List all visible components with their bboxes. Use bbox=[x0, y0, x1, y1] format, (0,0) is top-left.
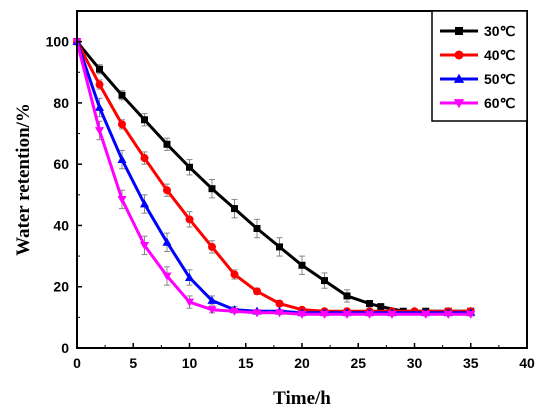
legend-label: 30℃ bbox=[484, 23, 516, 39]
data-point bbox=[208, 242, 216, 251]
data-point bbox=[366, 300, 373, 308]
plot-area bbox=[72, 37, 476, 319]
data-point bbox=[443, 310, 453, 319]
data-point bbox=[297, 310, 307, 319]
legend-marker bbox=[454, 50, 464, 60]
data-point bbox=[140, 154, 149, 163]
data-point bbox=[321, 277, 328, 285]
data-point bbox=[319, 310, 330, 319]
data-point bbox=[94, 127, 105, 136]
series-2 bbox=[73, 37, 475, 316]
series-line bbox=[75, 40, 471, 313]
x-tick-label: 20 bbox=[294, 355, 310, 371]
series-line bbox=[75, 41, 471, 316]
legend-entry: 40℃ bbox=[440, 47, 516, 63]
data-point bbox=[163, 186, 171, 195]
data-point bbox=[141, 116, 148, 124]
legend-marker bbox=[453, 99, 465, 109]
data-point bbox=[298, 261, 306, 269]
y-tick-label: 20 bbox=[53, 279, 69, 295]
data-point bbox=[117, 155, 127, 163]
x-tick-label: 0 bbox=[73, 355, 81, 371]
x-tick-label: 5 bbox=[129, 355, 137, 371]
y-tick-label: 80 bbox=[53, 95, 69, 111]
data-point bbox=[387, 310, 397, 319]
legend-entry: 30℃ bbox=[440, 23, 516, 39]
x-axis-title: Time/h bbox=[273, 388, 331, 409]
legend-label: 60℃ bbox=[484, 95, 516, 111]
y-tick-label: 0 bbox=[61, 340, 69, 356]
data-point bbox=[139, 199, 150, 208]
data-point bbox=[207, 295, 217, 304]
x-tick-label: 35 bbox=[463, 355, 479, 371]
axes: 0 5 10 15 20 25 30 35 40 0 20 40 60 80 100 bbox=[46, 10, 535, 371]
series-line bbox=[75, 41, 471, 315]
data-point bbox=[95, 80, 104, 89]
data-point bbox=[96, 65, 103, 73]
series-4 bbox=[72, 38, 476, 319]
data-point bbox=[276, 243, 283, 251]
data-point bbox=[162, 237, 172, 246]
legend-label: 40℃ bbox=[484, 47, 516, 63]
data-point bbox=[364, 310, 375, 319]
data-point bbox=[186, 163, 193, 171]
legend-label: 50℃ bbox=[484, 71, 516, 87]
data-point bbox=[94, 102, 105, 111]
x-tick-label: 40 bbox=[519, 355, 535, 371]
series-line bbox=[75, 40, 471, 313]
data-point bbox=[118, 91, 126, 99]
series-3 bbox=[72, 37, 476, 317]
data-point bbox=[230, 270, 239, 279]
data-point bbox=[231, 205, 238, 213]
data-point bbox=[466, 310, 476, 319]
y-tick-label: 100 bbox=[46, 34, 70, 50]
data-point bbox=[207, 306, 217, 315]
data-point bbox=[117, 196, 127, 204]
x-tick-label: 15 bbox=[238, 355, 254, 371]
data-point bbox=[163, 140, 171, 148]
x-tick-label: 10 bbox=[182, 355, 198, 371]
data-point bbox=[253, 287, 261, 296]
data-point bbox=[342, 310, 352, 319]
data-point bbox=[274, 309, 285, 318]
series-1 bbox=[73, 38, 475, 315]
data-point bbox=[275, 299, 284, 308]
data-point bbox=[184, 298, 195, 307]
y-tick-label: 40 bbox=[53, 217, 69, 233]
y-tick-label: 60 bbox=[53, 156, 69, 172]
data-point bbox=[253, 225, 261, 233]
data-point bbox=[252, 309, 262, 318]
legend-marker bbox=[453, 73, 465, 83]
x-tick-label: 30 bbox=[407, 355, 423, 371]
legend-entry: 60℃ bbox=[440, 95, 516, 111]
legend-entry: 50℃ bbox=[440, 71, 516, 87]
data-point bbox=[229, 307, 240, 316]
data-point bbox=[208, 185, 216, 193]
data-point bbox=[118, 120, 126, 129]
data-point bbox=[421, 310, 431, 319]
data-point bbox=[185, 215, 194, 224]
data-point bbox=[139, 241, 150, 250]
data-point bbox=[377, 303, 385, 311]
legend-marker bbox=[455, 27, 463, 35]
y-axis-title: Water retention/% bbox=[13, 103, 34, 256]
data-point bbox=[343, 292, 351, 300]
legend: 30℃ 40℃ 50℃ 60℃ bbox=[431, 10, 528, 122]
data-point bbox=[184, 272, 195, 281]
data-point bbox=[162, 272, 172, 281]
x-tick-label: 25 bbox=[350, 355, 366, 371]
